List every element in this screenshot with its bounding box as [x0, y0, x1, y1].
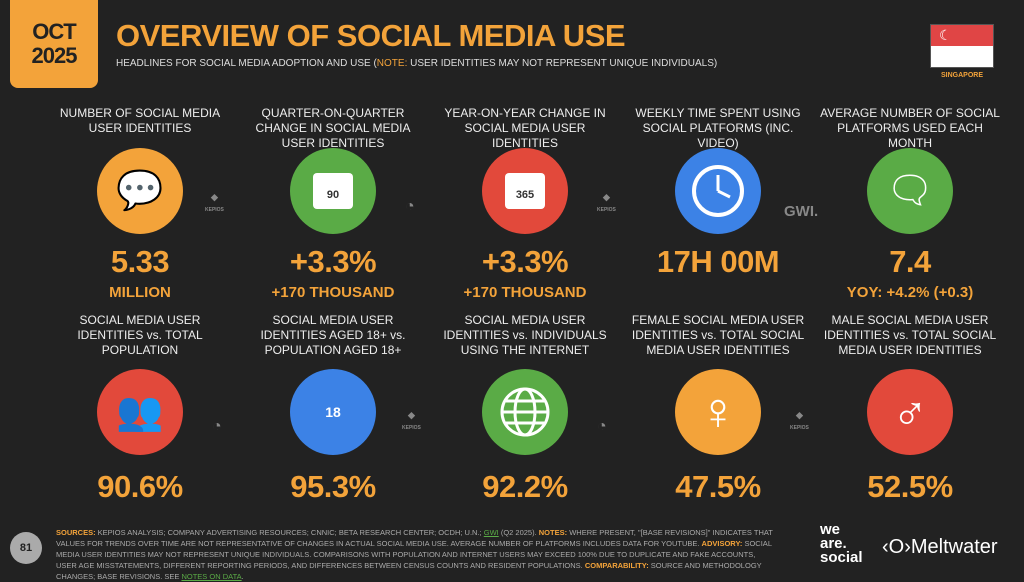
- advisory-text: SOCIAL MEDIA USER IDENTITIES MAY NOT REP…: [56, 539, 772, 570]
- comparability-label: COMPARABILITY:: [584, 561, 649, 570]
- calendar-number: 90: [313, 173, 353, 209]
- stat-value: 17H 00M: [656, 244, 780, 279]
- stat-value: 7.4: [889, 244, 931, 279]
- gwi-link[interactable]: GWI: [483, 528, 499, 537]
- stat-value: +3.3%: [289, 244, 377, 279]
- adults-18-icon: 18: [290, 369, 376, 455]
- stat-sub: +170 THOUSAND: [463, 284, 587, 301]
- sources-text: KEPIOS ANALYSIS; COMPANY ADVERTISING RES…: [95, 528, 484, 537]
- stat-female: FEMALE SOCIAL MEDIA USER IDENTITIES vs. …: [628, 313, 808, 505]
- date-badge: OCT 2025: [10, 0, 98, 88]
- page-subtitle: HEADLINES FOR SOCIAL MEDIA ADOPTION AND …: [116, 58, 717, 69]
- stat-qoq-change: QUARTER-ON-QUARTER CHANGE IN SOCIAL MEDI…: [243, 106, 423, 301]
- stat-vs-internet-users: SOCIAL MEDIA USER IDENTITIES vs. INDIVID…: [435, 313, 615, 505]
- stat-value: 5.33: [110, 244, 170, 279]
- stat-label: MALE SOCIAL MEDIA USER IDENTITIES vs. TO…: [823, 313, 997, 357]
- datareportal-logo-icon: ◔: [212, 418, 222, 435]
- stat-label: YEAR-ON-YEAR CHANGE IN SOCIAL MEDIA USER…: [444, 106, 606, 150]
- stacked-chat-icon: 🗨: [867, 148, 953, 234]
- we-are-social-line: social: [820, 549, 863, 566]
- advisory-label: ADVISORY:: [701, 539, 743, 548]
- clock-icon: [675, 148, 761, 234]
- notes-end: .: [241, 572, 244, 581]
- stat-vs-adult-population: SOCIAL MEDIA USER IDENTITIES AGED 18+ vs…: [243, 313, 423, 505]
- month: OCT: [32, 19, 76, 44]
- notes-on-data-link[interactable]: NOTES ON DATA: [181, 572, 242, 581]
- gwi-logo: GWI.: [784, 203, 819, 220]
- we-are-social-logo: we are. social: [820, 521, 863, 566]
- note-label: NOTE:: [376, 58, 408, 69]
- stat-value: 52.5%: [867, 469, 953, 504]
- meltwater-logo: ‹O›Meltwater: [882, 536, 998, 558]
- we-are-social-line: are.: [820, 535, 847, 552]
- kepios-logo: ◆ KEPIOS: [205, 192, 224, 213]
- kepios-logo: ◆ KEPIOS: [597, 192, 616, 213]
- calendar-icon: 365: [482, 148, 568, 234]
- stat-male: MALE SOCIAL MEDIA USER IDENTITIES vs. TO…: [820, 313, 1000, 505]
- stat-label: SOCIAL MEDIA USER IDENTITIES vs. INDIVID…: [443, 313, 607, 357]
- stat-weekly-time: WEEKLY TIME SPENT USING SOCIAL PLATFORMS…: [628, 106, 808, 284]
- stat-value: 47.5%: [675, 469, 761, 504]
- stat-sub: +170 THOUSAND: [271, 284, 395, 301]
- stat-value: 95.3%: [290, 469, 376, 504]
- footer-sources: SOURCES: KEPIOS ANALYSIS; COMPANY ADVERT…: [56, 527, 776, 582]
- stat-label: WEEKLY TIME SPENT USING SOCIAL PLATFORMS…: [635, 106, 801, 150]
- stat-value: 92.2%: [482, 469, 568, 504]
- calendar-icon: 90: [290, 148, 376, 234]
- page-number: 81: [10, 532, 42, 564]
- stat-yoy-change: YEAR-ON-YEAR CHANGE IN SOCIAL MEDIA USER…: [435, 106, 615, 301]
- sources-label: SOURCES:: [56, 528, 96, 537]
- year: 2025: [31, 43, 78, 68]
- stat-label: QUARTER-ON-QUARTER CHANGE IN SOCIAL MEDI…: [255, 106, 411, 150]
- people-icon: 👥: [97, 369, 183, 455]
- female-icon: ♀: [675, 369, 761, 455]
- note-text: USER IDENTITIES MAY NOT REPRESENT UNIQUE…: [407, 58, 718, 69]
- country-label: SINGAPORE: [940, 72, 983, 79]
- stat-value: 90.6%: [97, 469, 183, 504]
- subtitle-text: HEADLINES FOR SOCIAL MEDIA ADOPTION AND …: [116, 58, 377, 69]
- globe-icon: [482, 369, 568, 455]
- page-title: OVERVIEW OF SOCIAL MEDIA USE: [116, 18, 626, 53]
- datareportal-logo-icon: ◔: [597, 418, 607, 435]
- stat-label: FEMALE SOCIAL MEDIA USER IDENTITIES vs. …: [631, 313, 805, 357]
- calendar-number: 365: [505, 173, 545, 209]
- sources-text-2: (Q2 2025).: [498, 528, 539, 537]
- kepios-logo: ◆ KEPIOS: [402, 410, 421, 431]
- stat-label: SOCIAL MEDIA USER IDENTITIES vs. TOTAL P…: [77, 313, 203, 357]
- stat-label: AVERAGE NUMBER OF SOCIAL PLATFORMS USED …: [820, 106, 1000, 150]
- stat-vs-population: SOCIAL MEDIA USER IDENTITIES vs. TOTAL P…: [50, 313, 230, 505]
- we-are-social-line: we: [820, 521, 841, 538]
- kepios-logo: ◆ KEPIOS: [790, 410, 809, 431]
- stat-social-media-users: NUMBER OF SOCIAL MEDIA USER IDENTITIES 💬…: [50, 106, 230, 301]
- notes-label: NOTES:: [538, 528, 568, 537]
- adults-18-number: 18: [325, 404, 341, 420]
- stat-label: SOCIAL MEDIA USER IDENTITIES AGED 18+ vs…: [260, 313, 406, 357]
- datareportal-logo-icon: ◔: [405, 198, 415, 215]
- stat-label: NUMBER OF SOCIAL MEDIA USER IDENTITIES: [59, 106, 221, 135]
- singapore-flag-icon: ☾: [930, 24, 994, 68]
- stat-sub: MILLION: [109, 284, 171, 301]
- stat-avg-platforms: AVERAGE NUMBER OF SOCIAL PLATFORMS USED …: [820, 106, 1000, 301]
- male-icon: ♂: [867, 369, 953, 455]
- chat-bubbles-icon: 💬: [97, 148, 183, 234]
- notes-text: WHERE PRESENT, "[BASE REVISIONS]" INDICA…: [56, 528, 773, 548]
- stat-sub: YOY: +4.2% (+0.3): [846, 284, 974, 301]
- stat-value: +3.3%: [481, 244, 569, 279]
